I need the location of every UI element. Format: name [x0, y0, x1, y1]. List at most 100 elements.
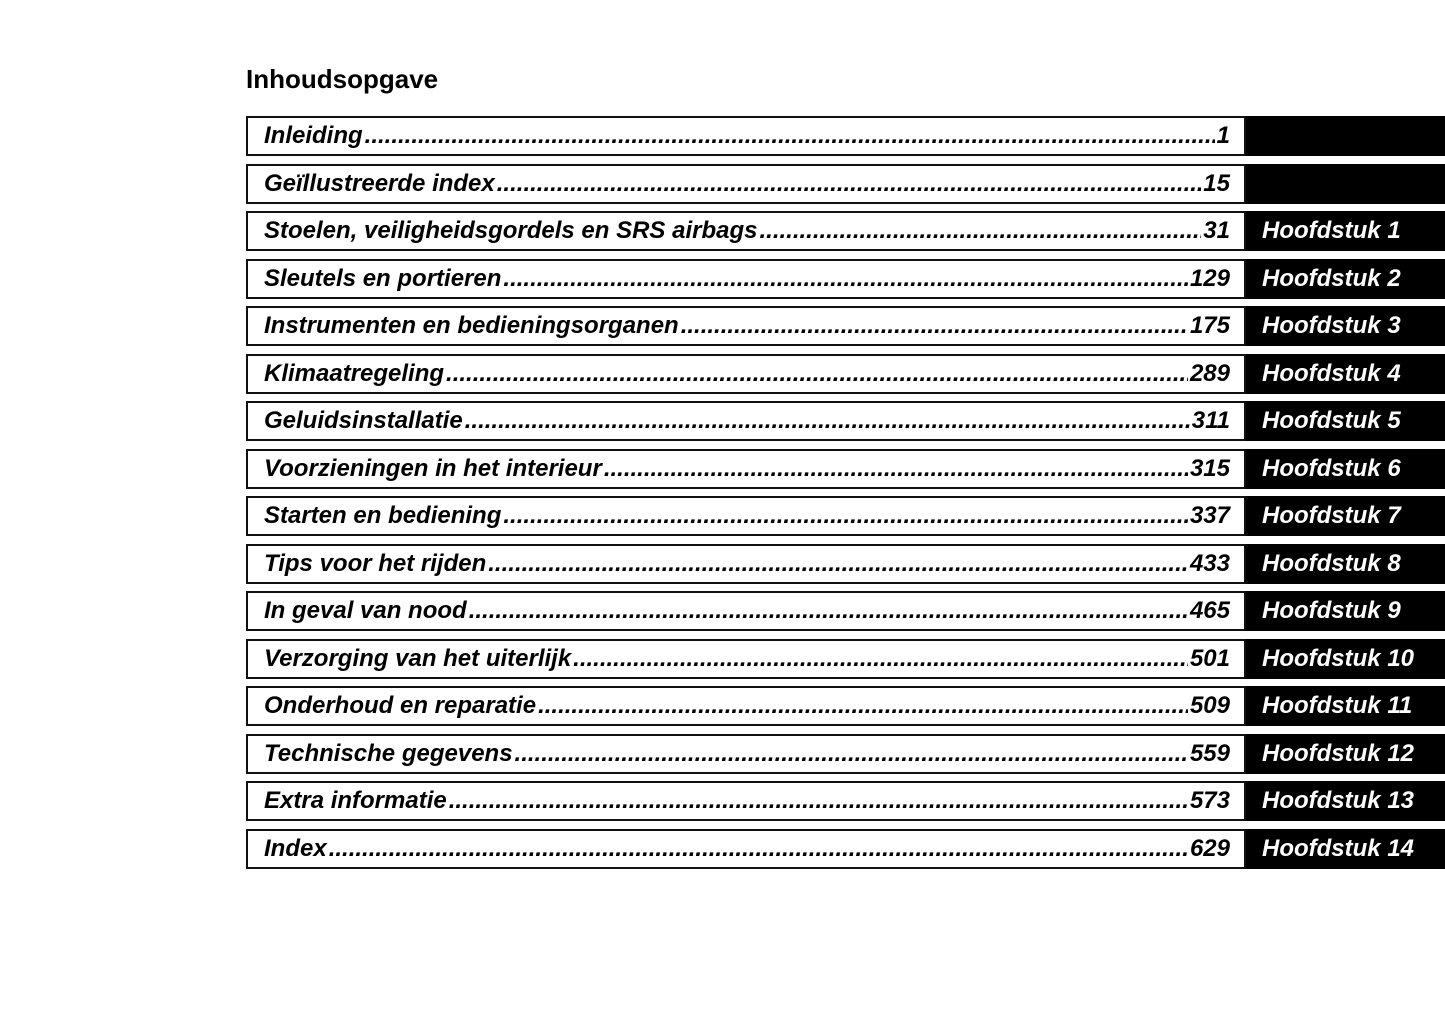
chapter-tab-label: Hoofdstuk 5: [1262, 407, 1401, 434]
toc-row: Geïllustreerde index....................…: [246, 163, 1445, 204]
toc-entry-link[interactable]: Stoelen, veiligheidsgordels en SRS airba…: [246, 211, 1246, 251]
chapter-tab[interactable]: [1246, 116, 1445, 156]
chapter-tab-label: Hoofdstuk 9: [1262, 597, 1401, 624]
toc-entry-label: In geval van nood: [264, 597, 467, 624]
toc-entry-link[interactable]: Sleutels en portieren...................…: [246, 258, 1246, 299]
toc-entry-link[interactable]: Tips voor het rijden....................…: [246, 543, 1246, 584]
chapter-tab-label: Hoofdstuk 10: [1262, 644, 1415, 672]
toc-row: Klimaatregeling.........................…: [246, 353, 1445, 394]
chapter-tab-label: Hoofdstuk 14: [1262, 834, 1415, 862]
dot-leader: ........................................…: [503, 502, 1188, 529]
dot-leader: ........................................…: [468, 597, 1188, 624]
toc-entry-link[interactable]: Verzorging van het uiterlijk............…: [246, 638, 1246, 679]
chapter-tab-label: Hoofdstuk 7: [1262, 502, 1401, 529]
chapter-tab-label: Hoofdstuk 2: [1262, 264, 1401, 292]
chapter-tab[interactable]: Hoofdstuk 4: [1246, 353, 1445, 394]
toc-page-number: 433: [1189, 549, 1230, 577]
dot-leader: ........................................…: [496, 169, 1202, 197]
page-title: Inhoudsopgave: [246, 64, 439, 94]
chapter-tab[interactable]: Hoofdstuk 12: [1246, 733, 1445, 774]
chapter-tab[interactable]: Hoofdstuk 8: [1246, 543, 1445, 584]
toc-entry-link[interactable]: Instrumenten en bedieningsorganen.......…: [246, 306, 1246, 346]
toc-entry-label: Extra informatie: [264, 787, 447, 814]
toc-page-number: 15: [1203, 169, 1230, 197]
dot-leader: ........................................…: [680, 312, 1188, 339]
toc-page-number: 315: [1189, 454, 1230, 482]
toc-row: Onderhoud en reparatie..................…: [246, 686, 1445, 726]
toc-row: Stoelen, veiligheidsgordels en SRS airba…: [246, 211, 1445, 251]
toc-entry-link[interactable]: In geval van nood.......................…: [246, 591, 1246, 631]
toc-entry-link[interactable]: Klimaatregeling.........................…: [246, 353, 1246, 394]
toc-entry-label: Stoelen, veiligheidsgordels en SRS airba…: [264, 217, 758, 244]
toc-page-number: 509: [1189, 692, 1230, 719]
chapter-tab-label: Hoofdstuk 1: [1262, 217, 1401, 244]
chapter-tab[interactable]: Hoofdstuk 3: [1246, 306, 1445, 346]
toc-entry-label: Sleutels en portieren: [264, 264, 502, 292]
dot-leader: ........................................…: [573, 644, 1188, 672]
dot-leader: ........................................…: [759, 217, 1201, 244]
toc-page-number: 501: [1189, 644, 1230, 672]
toc-entry-link[interactable]: Extra informatie........................…: [246, 781, 1246, 821]
toc-entry-link[interactable]: Starten en bediening....................…: [246, 496, 1246, 536]
chapter-tab-label: Hoofdstuk 13: [1262, 787, 1415, 814]
chapter-tab[interactable]: Hoofdstuk 1: [1246, 211, 1445, 251]
toc-row: Tips voor het rijden....................…: [246, 543, 1445, 584]
toc-page-number: 31: [1203, 217, 1230, 244]
toc-entry-link[interactable]: Voorzieningen in het interieur..........…: [246, 448, 1246, 489]
chapter-tab[interactable]: Hoofdstuk 11: [1246, 686, 1445, 726]
dot-leader: ........................................…: [603, 454, 1188, 482]
chapter-tab[interactable]: Hoofdstuk 13: [1246, 781, 1445, 821]
chapter-tab[interactable]: Hoofdstuk 6: [1246, 448, 1445, 489]
toc-entry-label: Tips voor het rijden: [264, 549, 487, 577]
toc-row: Index...................................…: [246, 828, 1445, 869]
toc-row: In geval van nood.......................…: [246, 591, 1445, 631]
chapter-tab[interactable]: Hoofdstuk 5: [1246, 401, 1445, 441]
toc-entry-link[interactable]: Technische gegevens.....................…: [246, 733, 1246, 774]
toc-row: Verzorging van het uiterlijk............…: [246, 638, 1445, 679]
dot-leader: ........................................…: [538, 692, 1188, 719]
chapter-tab-label: Hoofdstuk 12: [1262, 739, 1415, 767]
dot-leader: ........................................…: [488, 549, 1188, 577]
toc-entry-label: Klimaatregeling: [264, 359, 445, 387]
toc-page-number: 465: [1189, 597, 1230, 624]
toc-page-number: 1: [1216, 122, 1230, 149]
dot-leader: ........................................…: [448, 787, 1188, 814]
chapter-tab-label: Hoofdstuk 8: [1262, 549, 1401, 577]
toc-entry-label: Starten en bediening: [264, 502, 502, 529]
dot-leader: ........................................…: [446, 359, 1188, 387]
toc-entry-link[interactable]: Geïllustreerde index....................…: [246, 163, 1246, 204]
toc-page-number: 289: [1189, 359, 1230, 387]
toc-entry-link[interactable]: Inleiding...............................…: [246, 116, 1246, 156]
toc-entry-link[interactable]: Geluidsinstallatie......................…: [246, 401, 1246, 441]
chapter-tab[interactable]: Hoofdstuk 2: [1246, 258, 1445, 299]
toc-entry-label: Instrumenten en bedieningsorganen: [264, 312, 679, 339]
toc-page-number: 629: [1189, 834, 1230, 862]
toc-entry-label: Voorzieningen in het interieur: [264, 454, 602, 482]
chapter-tab[interactable]: Hoofdstuk 7: [1246, 496, 1445, 536]
toc-entry-label: Index: [264, 834, 327, 862]
toc-entry-link[interactable]: Index...................................…: [246, 828, 1246, 869]
dot-leader: ........................................…: [503, 264, 1188, 292]
chapter-tab-label: Hoofdstuk 11: [1262, 692, 1413, 719]
chapter-tab[interactable]: Hoofdstuk 9: [1246, 591, 1445, 631]
toc-entry-label: Inleiding: [264, 122, 363, 149]
toc-row: Inleiding...............................…: [246, 116, 1445, 156]
toc-row: Voorzieningen in het interieur..........…: [246, 448, 1445, 489]
chapter-tab[interactable]: [1246, 163, 1445, 204]
toc-entry-link[interactable]: Onderhoud en reparatie..................…: [246, 686, 1246, 726]
chapter-tab[interactable]: Hoofdstuk 14: [1246, 828, 1445, 869]
toc-page-number: 337: [1189, 502, 1230, 529]
toc-row: Sleutels en portieren...................…: [246, 258, 1445, 299]
toc-row: Instrumenten en bedieningsorganen.......…: [246, 306, 1445, 346]
chapter-tab-label: Hoofdstuk 3: [1262, 312, 1401, 339]
toc-page-number: 559: [1189, 739, 1230, 767]
toc-entry-label: Onderhoud en reparatie: [264, 692, 537, 719]
toc-entry-label: Geluidsinstallatie: [264, 407, 463, 434]
toc-entry-label: Geïllustreerde index: [264, 169, 495, 197]
chapter-tab-label: Hoofdstuk 4: [1262, 359, 1401, 387]
toc-row: Extra informatie........................…: [246, 781, 1445, 821]
toc-row: Technische gegevens.....................…: [246, 733, 1445, 774]
toc-row: Starten en bediening....................…: [246, 496, 1445, 536]
dot-leader: ........................................…: [514, 739, 1188, 767]
chapter-tab[interactable]: Hoofdstuk 10: [1246, 638, 1445, 679]
